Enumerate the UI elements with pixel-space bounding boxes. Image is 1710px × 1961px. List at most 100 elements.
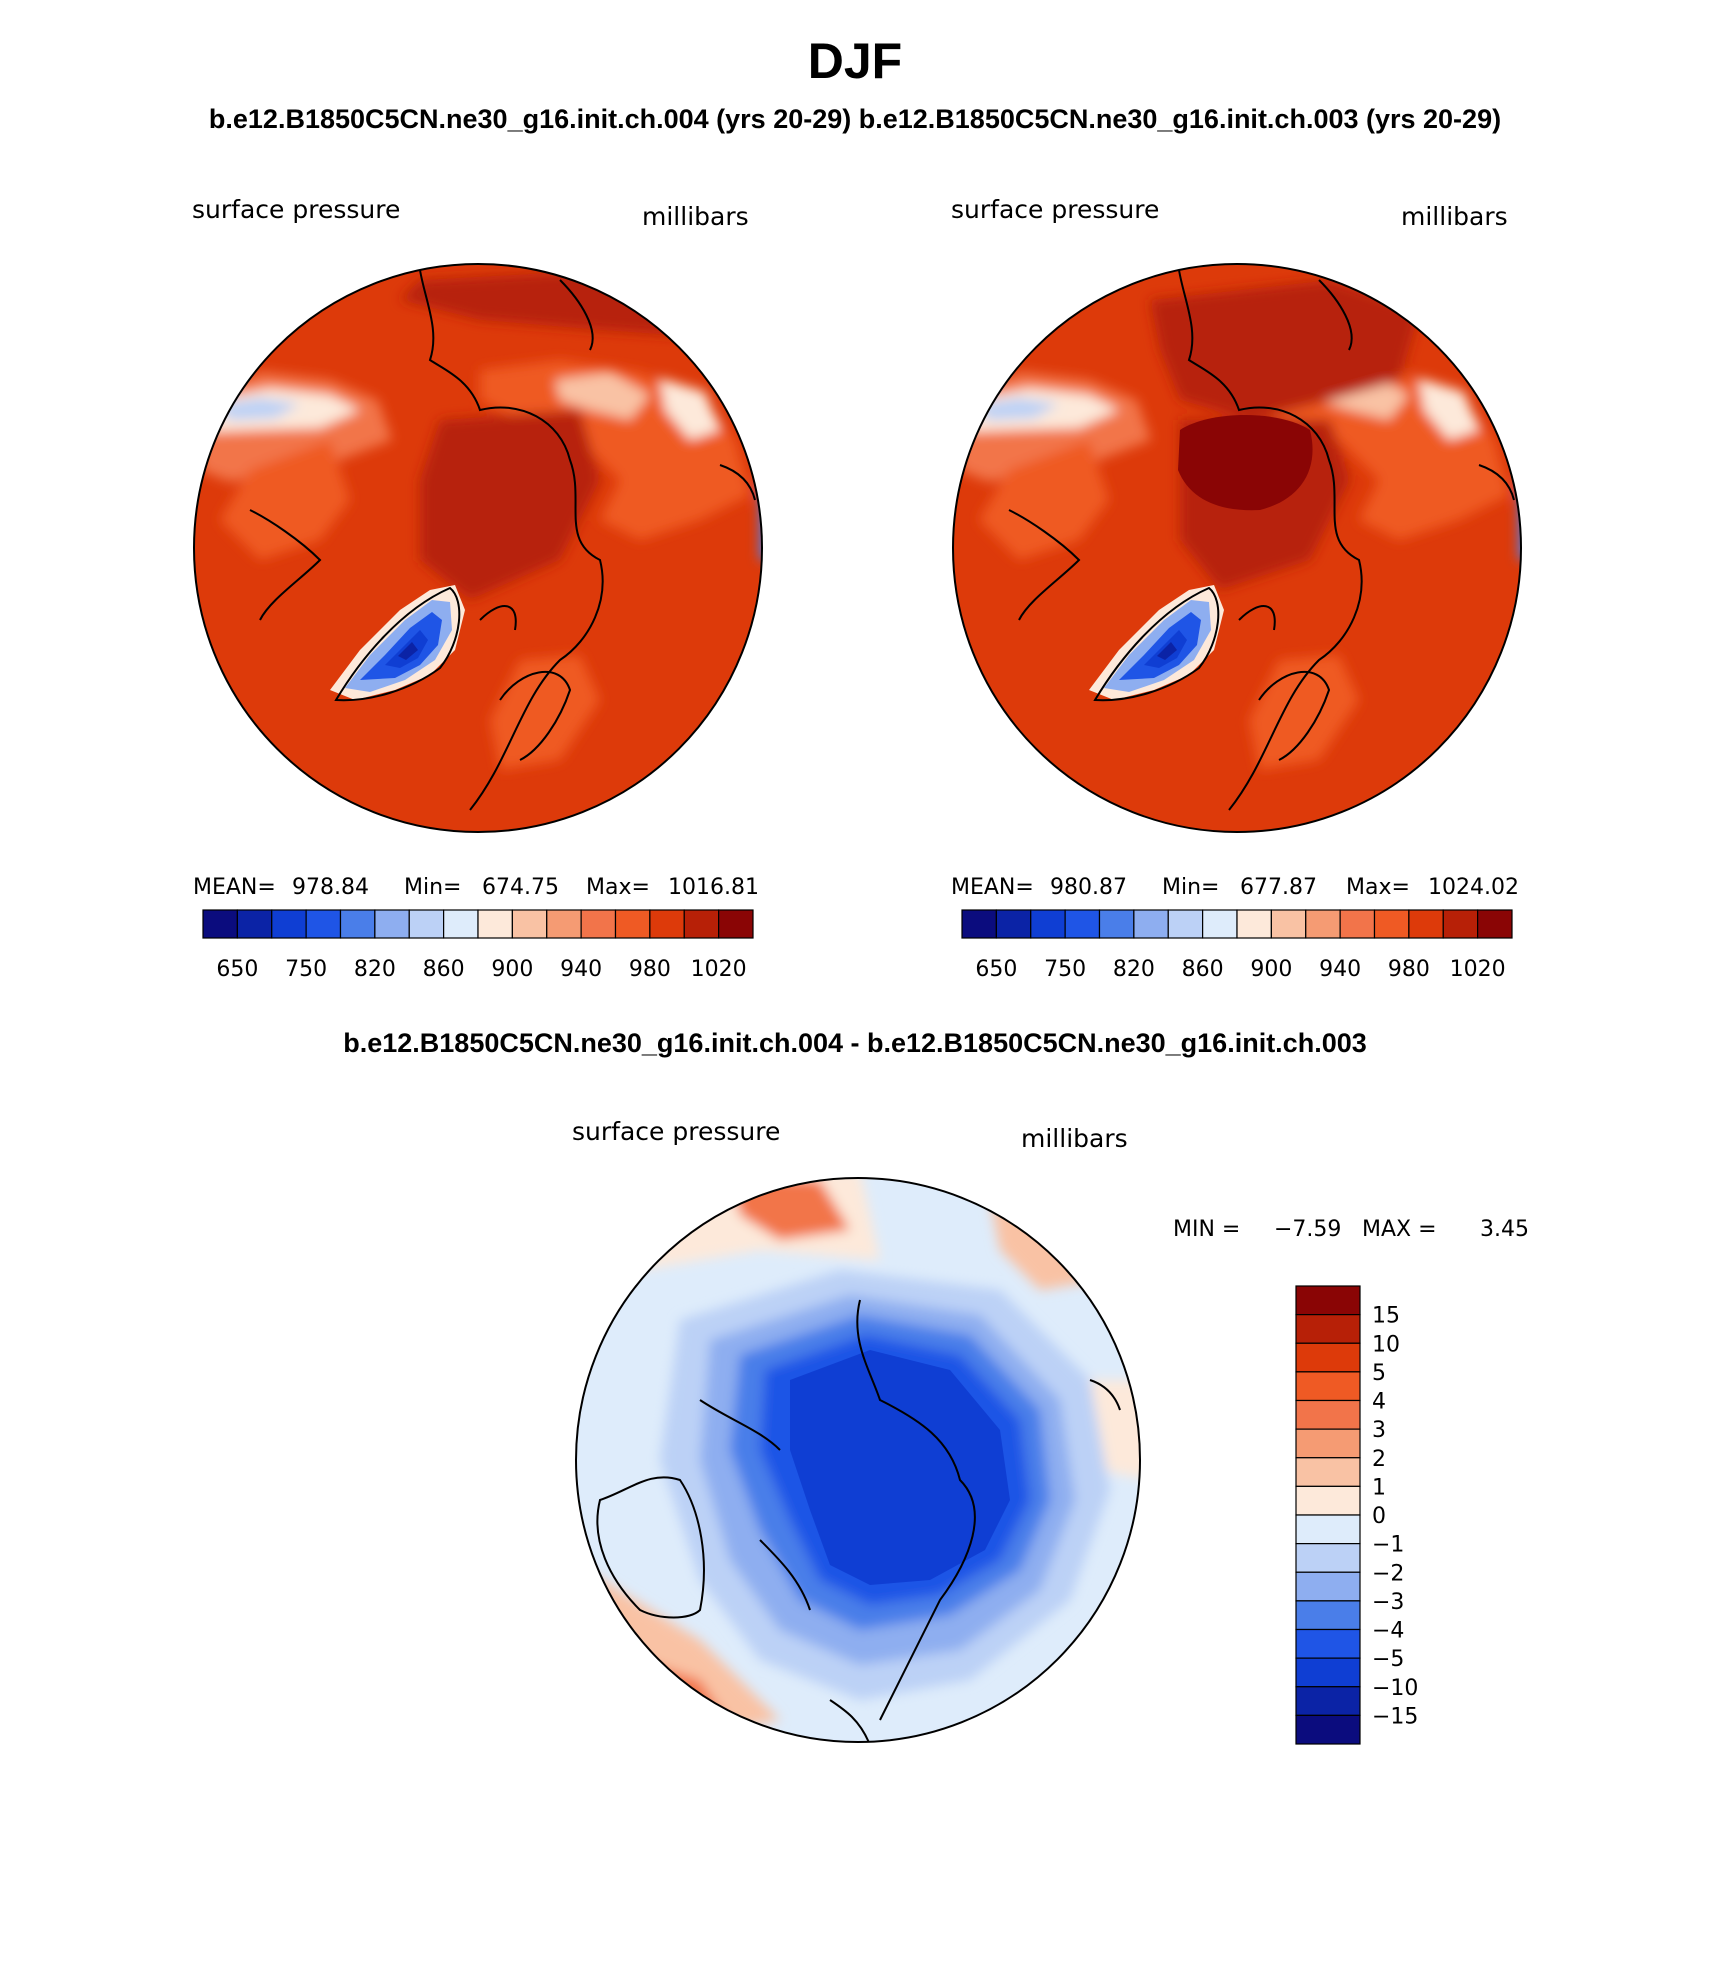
- colorbar-swatch: [1295, 1428, 1361, 1459]
- difference-title: b.e12.B1850C5CN.ne30_g16.init.ch.004 - b…: [343, 1028, 1367, 1058]
- colorbar-swatch: [1305, 909, 1341, 939]
- colorbar-tick-label: −1: [1372, 1533, 1404, 1558]
- map-panel-ch004: surface pressure millibars: [192, 195, 763, 982]
- colorbar-swatch: [1295, 1543, 1361, 1573]
- map-c-stats: MIN = −7.59 MAX = 3.45: [1173, 1217, 1529, 1242]
- map-b-mean-value: 980.87: [1050, 875, 1127, 900]
- colorbar-swatch: [718, 909, 754, 939]
- colorbar-tick-label: −2: [1372, 1561, 1404, 1586]
- colorbar-tick-label: −3: [1372, 1590, 1404, 1615]
- colorbar-swatch: [1295, 1686, 1361, 1716]
- colorbar-tick-label: 980: [629, 957, 671, 982]
- map-panel-difference: surface pressure millibars: [572, 1117, 1529, 1745]
- colorbar-swatch: [1295, 1600, 1361, 1631]
- map-c-min-label: MIN =: [1173, 1217, 1240, 1242]
- map-c-min-value: −7.59: [1274, 1217, 1341, 1242]
- colorbar-swatch: [546, 909, 582, 939]
- colorbar-swatch: [1408, 909, 1444, 939]
- colorbar-swatch: [1133, 909, 1169, 939]
- map-c-field: [576, 1178, 1140, 1742]
- colorbar-tick-label: 4: [1372, 1390, 1386, 1415]
- colorbar-tick-label: 820: [354, 957, 396, 982]
- colorbar-swatch: [995, 909, 1032, 939]
- map-b-max-label: Max=: [1346, 875, 1410, 900]
- colorbar-tick-label: 3: [1372, 1418, 1386, 1443]
- colorbar-tick-label: 940: [1319, 957, 1361, 982]
- colorbar-tick-label: 10: [1372, 1332, 1400, 1357]
- colorbar-swatch: [339, 909, 376, 939]
- map-c-max-label: MAX =: [1362, 1217, 1437, 1242]
- colorbar-swatch: [374, 909, 410, 939]
- map-panel-ch003: surface pressure millibars: [951, 195, 1522, 982]
- colorbar-swatch: [1295, 1285, 1361, 1316]
- colorbar-tick-label: −15: [1372, 1704, 1418, 1729]
- map-b-colorbar: 650 750 820 860 900 940 980 1020: [961, 909, 1513, 982]
- colorbar-tick-label: 1020: [1450, 957, 1506, 982]
- colorbar-tick-label: −4: [1372, 1619, 1404, 1644]
- map-b-min-label: Min=: [1162, 875, 1219, 900]
- colorbar-swatch: [1295, 1657, 1361, 1688]
- colorbar-swatch: [1236, 909, 1272, 939]
- map-a-stats: MEAN= 978.84 Min= 674.75 Max= 1016.81: [193, 875, 759, 900]
- colorbar-swatch: [305, 909, 342, 939]
- colorbar-tick-label: 750: [1044, 957, 1086, 982]
- map-a-min-label: Min=: [404, 875, 461, 900]
- colorbar-tick-label: 820: [1113, 957, 1155, 982]
- map-a-max-value: 1016.81: [668, 875, 759, 900]
- colorbar-swatch: [614, 909, 651, 939]
- colorbar-tick-label: 1020: [691, 957, 747, 982]
- map-b-stats: MEAN= 980.87 Min= 677.87 Max= 1024.02: [951, 875, 1519, 900]
- colorbar-swatch: [1295, 1571, 1361, 1602]
- colorbar-swatch: [202, 909, 238, 939]
- colorbar-swatch: [1167, 909, 1204, 939]
- colorbar-tick-label: 0: [1372, 1504, 1386, 1529]
- map-a-mean-label: MEAN=: [193, 875, 276, 900]
- colorbar-swatch: [961, 909, 997, 939]
- colorbar-tick-label: −5: [1372, 1647, 1404, 1672]
- map-b-max-value: 1024.02: [1428, 875, 1519, 900]
- map-c-left-label: surface pressure: [572, 1117, 780, 1146]
- colorbar-swatch: [271, 909, 307, 939]
- map-a-min-value: 674.75: [482, 875, 559, 900]
- map-b-right-label: millibars: [1401, 202, 1508, 231]
- colorbar-swatch: [1373, 909, 1410, 939]
- colorbar-swatch: [1295, 1342, 1361, 1373]
- colorbar-tick-label: −10: [1372, 1676, 1418, 1701]
- colorbar-swatch: [1270, 909, 1307, 939]
- colorbar-tick-label: 860: [423, 957, 465, 982]
- colorbar-swatch: [1295, 1628, 1361, 1659]
- colorbar-tick-label: 5: [1372, 1361, 1386, 1386]
- map-a-mean-value: 978.84: [292, 875, 369, 900]
- colorbar-tick-label: 15: [1372, 1304, 1400, 1329]
- map-a-left-label: surface pressure: [192, 195, 400, 224]
- colorbar-tick-label: 860: [1182, 957, 1224, 982]
- colorbar-tick-label: 940: [560, 957, 602, 982]
- map-a-right-label: millibars: [642, 202, 749, 231]
- map-c-right-label: millibars: [1021, 1124, 1128, 1153]
- map-b-mean-label: MEAN=: [951, 875, 1034, 900]
- colorbar-tick-label: 900: [491, 957, 533, 982]
- colorbar-tick-label: 750: [285, 957, 327, 982]
- colorbar-tick-label: 900: [1250, 957, 1292, 982]
- colorbar-swatch: [236, 909, 273, 939]
- colorbar-swatch: [683, 909, 720, 939]
- colorbar-swatch: [1098, 909, 1135, 939]
- colorbar-swatch: [477, 909, 513, 939]
- case-titles: b.e12.B1850C5CN.ne30_g16.init.ch.004 (yr…: [208, 104, 1502, 134]
- colorbar-tick-label: 1: [1372, 1475, 1386, 1500]
- colorbar-swatch: [1030, 909, 1066, 939]
- colorbar-swatch: [649, 909, 685, 939]
- map-b-min-value: 677.87: [1240, 875, 1317, 900]
- colorbar-tick-label: 2: [1372, 1447, 1386, 1472]
- map-b-field: [953, 264, 1521, 832]
- colorbar-swatch: [1339, 909, 1376, 939]
- colorbar-tick-label: 650: [216, 957, 258, 982]
- colorbar-swatch: [1295, 1514, 1361, 1545]
- colorbar-swatch: [511, 909, 548, 939]
- map-b-left-label: surface pressure: [951, 195, 1159, 224]
- colorbar-swatch: [580, 909, 617, 939]
- colorbar-swatch: [1295, 1714, 1361, 1745]
- colorbar-swatch: [1442, 909, 1479, 939]
